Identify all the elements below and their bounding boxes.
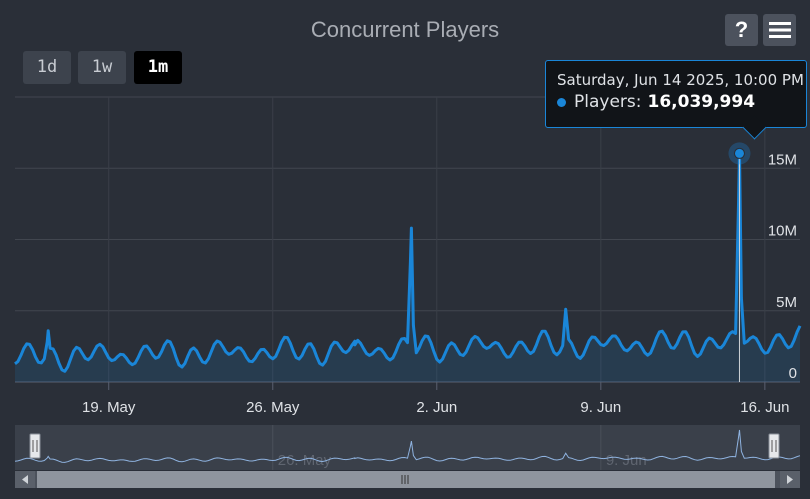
menu-button[interactable] bbox=[763, 14, 796, 46]
tooltip-row: Players: 16,039,994 bbox=[557, 92, 755, 112]
x-gridlines bbox=[108, 97, 766, 382]
range-button-1d[interactable]: 1d bbox=[23, 51, 71, 84]
x-tick-label: 9. Jun bbox=[580, 399, 621, 416]
tooltip-date: Saturday, Jun 14 2025, 10:00 PM bbox=[557, 71, 804, 89]
y-tick-label: 5M bbox=[776, 294, 797, 311]
tooltip-series-label: Players: bbox=[574, 92, 642, 112]
navigator-series-line bbox=[14, 429, 801, 463]
series-marker-icon bbox=[557, 97, 566, 107]
tooltip-value: 16,039,994 bbox=[647, 92, 756, 112]
y-tick-label: 10M bbox=[768, 223, 797, 240]
hamburger-icon bbox=[768, 22, 791, 38]
chart-title: Concurrent Players bbox=[310, 17, 500, 42]
y-tick-label: 15M bbox=[768, 151, 797, 168]
scrollbar-thumb[interactable] bbox=[37, 471, 775, 488]
navigator-handle-left[interactable] bbox=[29, 433, 41, 459]
y-axis-ticks: 0 5M 10M 15M bbox=[768, 151, 797, 382]
navigator-label: 9. Jun bbox=[606, 452, 647, 469]
hover-point bbox=[733, 147, 745, 159]
x-tick-label: 16. Jun bbox=[740, 399, 789, 416]
range-button-1m[interactable]: 1m bbox=[134, 51, 182, 84]
y-tick-label: 0 bbox=[789, 365, 797, 382]
navigator-handle-right[interactable] bbox=[768, 433, 780, 459]
series-line-players bbox=[14, 151, 802, 373]
x-axis-ticks: 19. May 26. May 2. Jun 9. Jun 16. Jun bbox=[82, 382, 789, 416]
scroll-right-arrow-icon bbox=[787, 475, 793, 484]
help-button[interactable]: ? bbox=[725, 14, 758, 46]
scroll-left-arrow-icon bbox=[22, 475, 28, 484]
navigator-labels: 26. May 9. Jun bbox=[272, 425, 647, 470]
gridlines bbox=[15, 96, 800, 312]
tooltip: Saturday, Jun 14 2025, 10:00 PM Players:… bbox=[545, 60, 807, 140]
series-area bbox=[15, 153, 800, 382]
range-button-1w[interactable]: 1w bbox=[78, 51, 126, 84]
x-tick-label: 2. Jun bbox=[416, 399, 457, 416]
navigator-label: 26. May bbox=[278, 452, 332, 469]
x-tick-label: 19. May bbox=[82, 399, 136, 416]
navigator-background bbox=[15, 425, 800, 470]
x-tick-label: 26. May bbox=[246, 399, 300, 416]
help-icon: ? bbox=[734, 17, 749, 42]
